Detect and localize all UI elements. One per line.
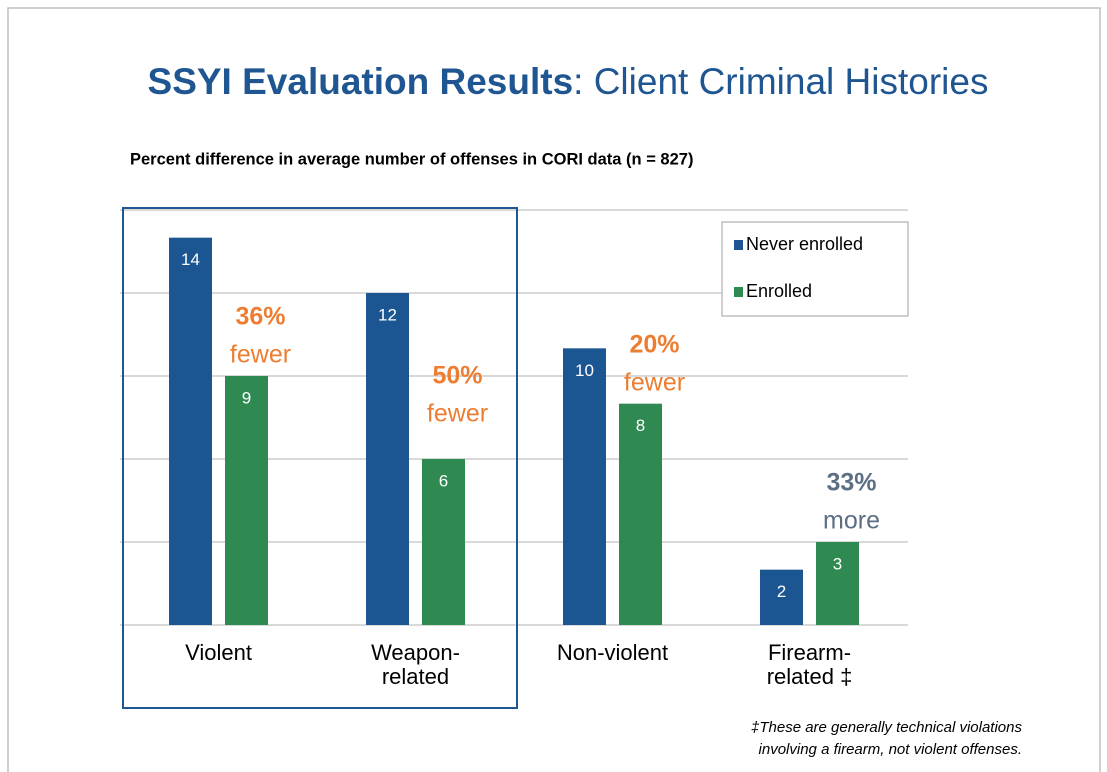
x-tick-label: Firearm-related ‡ <box>767 640 853 689</box>
annotation-percent: 33% <box>826 469 876 497</box>
x-tick-label: Weapon-related <box>371 640 460 689</box>
data-label: 8 <box>636 416 645 435</box>
legend-swatch <box>734 287 743 297</box>
bar <box>619 403 662 625</box>
data-label: 6 <box>439 471 448 490</box>
data-label: 3 <box>833 554 842 573</box>
data-label: 14 <box>181 250 200 269</box>
bar <box>225 376 268 625</box>
data-label: 2 <box>777 582 786 601</box>
bar <box>366 293 409 625</box>
x-tick-label: Violent <box>185 640 252 665</box>
footnote: ‡These are generally technical violation… <box>751 719 1022 758</box>
annotation-percent: 36% <box>235 303 285 331</box>
legend-swatch <box>734 240 743 250</box>
x-tick-label: Non-violent <box>557 640 668 665</box>
slide-border <box>7 7 1101 772</box>
bar <box>816 542 859 625</box>
legend: Never enrolled Enrolled <box>734 234 863 301</box>
annotation-percent: 50% <box>432 362 482 390</box>
chart-subtitle: Percent difference in average number of … <box>130 150 693 168</box>
data-label: 12 <box>378 305 397 324</box>
annotation-percent: 20% <box>629 330 679 358</box>
bar <box>169 237 212 625</box>
slide-title: SSYI Evaluation Results: Client Criminal… <box>148 61 989 102</box>
title-bold: SSYI Evaluation Results <box>148 61 574 102</box>
annotation-word: fewer <box>624 368 685 396</box>
bar <box>422 459 465 625</box>
plot: Violent 14 9 36% fewer Weapon-related 12 6 50% fe… <box>169 237 880 689</box>
legend-label: Enrolled <box>746 281 812 301</box>
data-label: 9 <box>242 388 251 407</box>
annotation-word: fewer <box>427 400 488 428</box>
annotation-word: more <box>823 507 880 535</box>
annotation-word: fewer <box>230 341 291 369</box>
highlight-box <box>122 207 518 709</box>
title-rest: : Client Criminal Histories <box>573 61 988 102</box>
bar <box>760 569 803 625</box>
legend-box <box>721 221 909 317</box>
data-label: 10 <box>575 361 594 380</box>
bar <box>563 348 606 625</box>
legend-label: Never enrolled <box>746 234 863 254</box>
